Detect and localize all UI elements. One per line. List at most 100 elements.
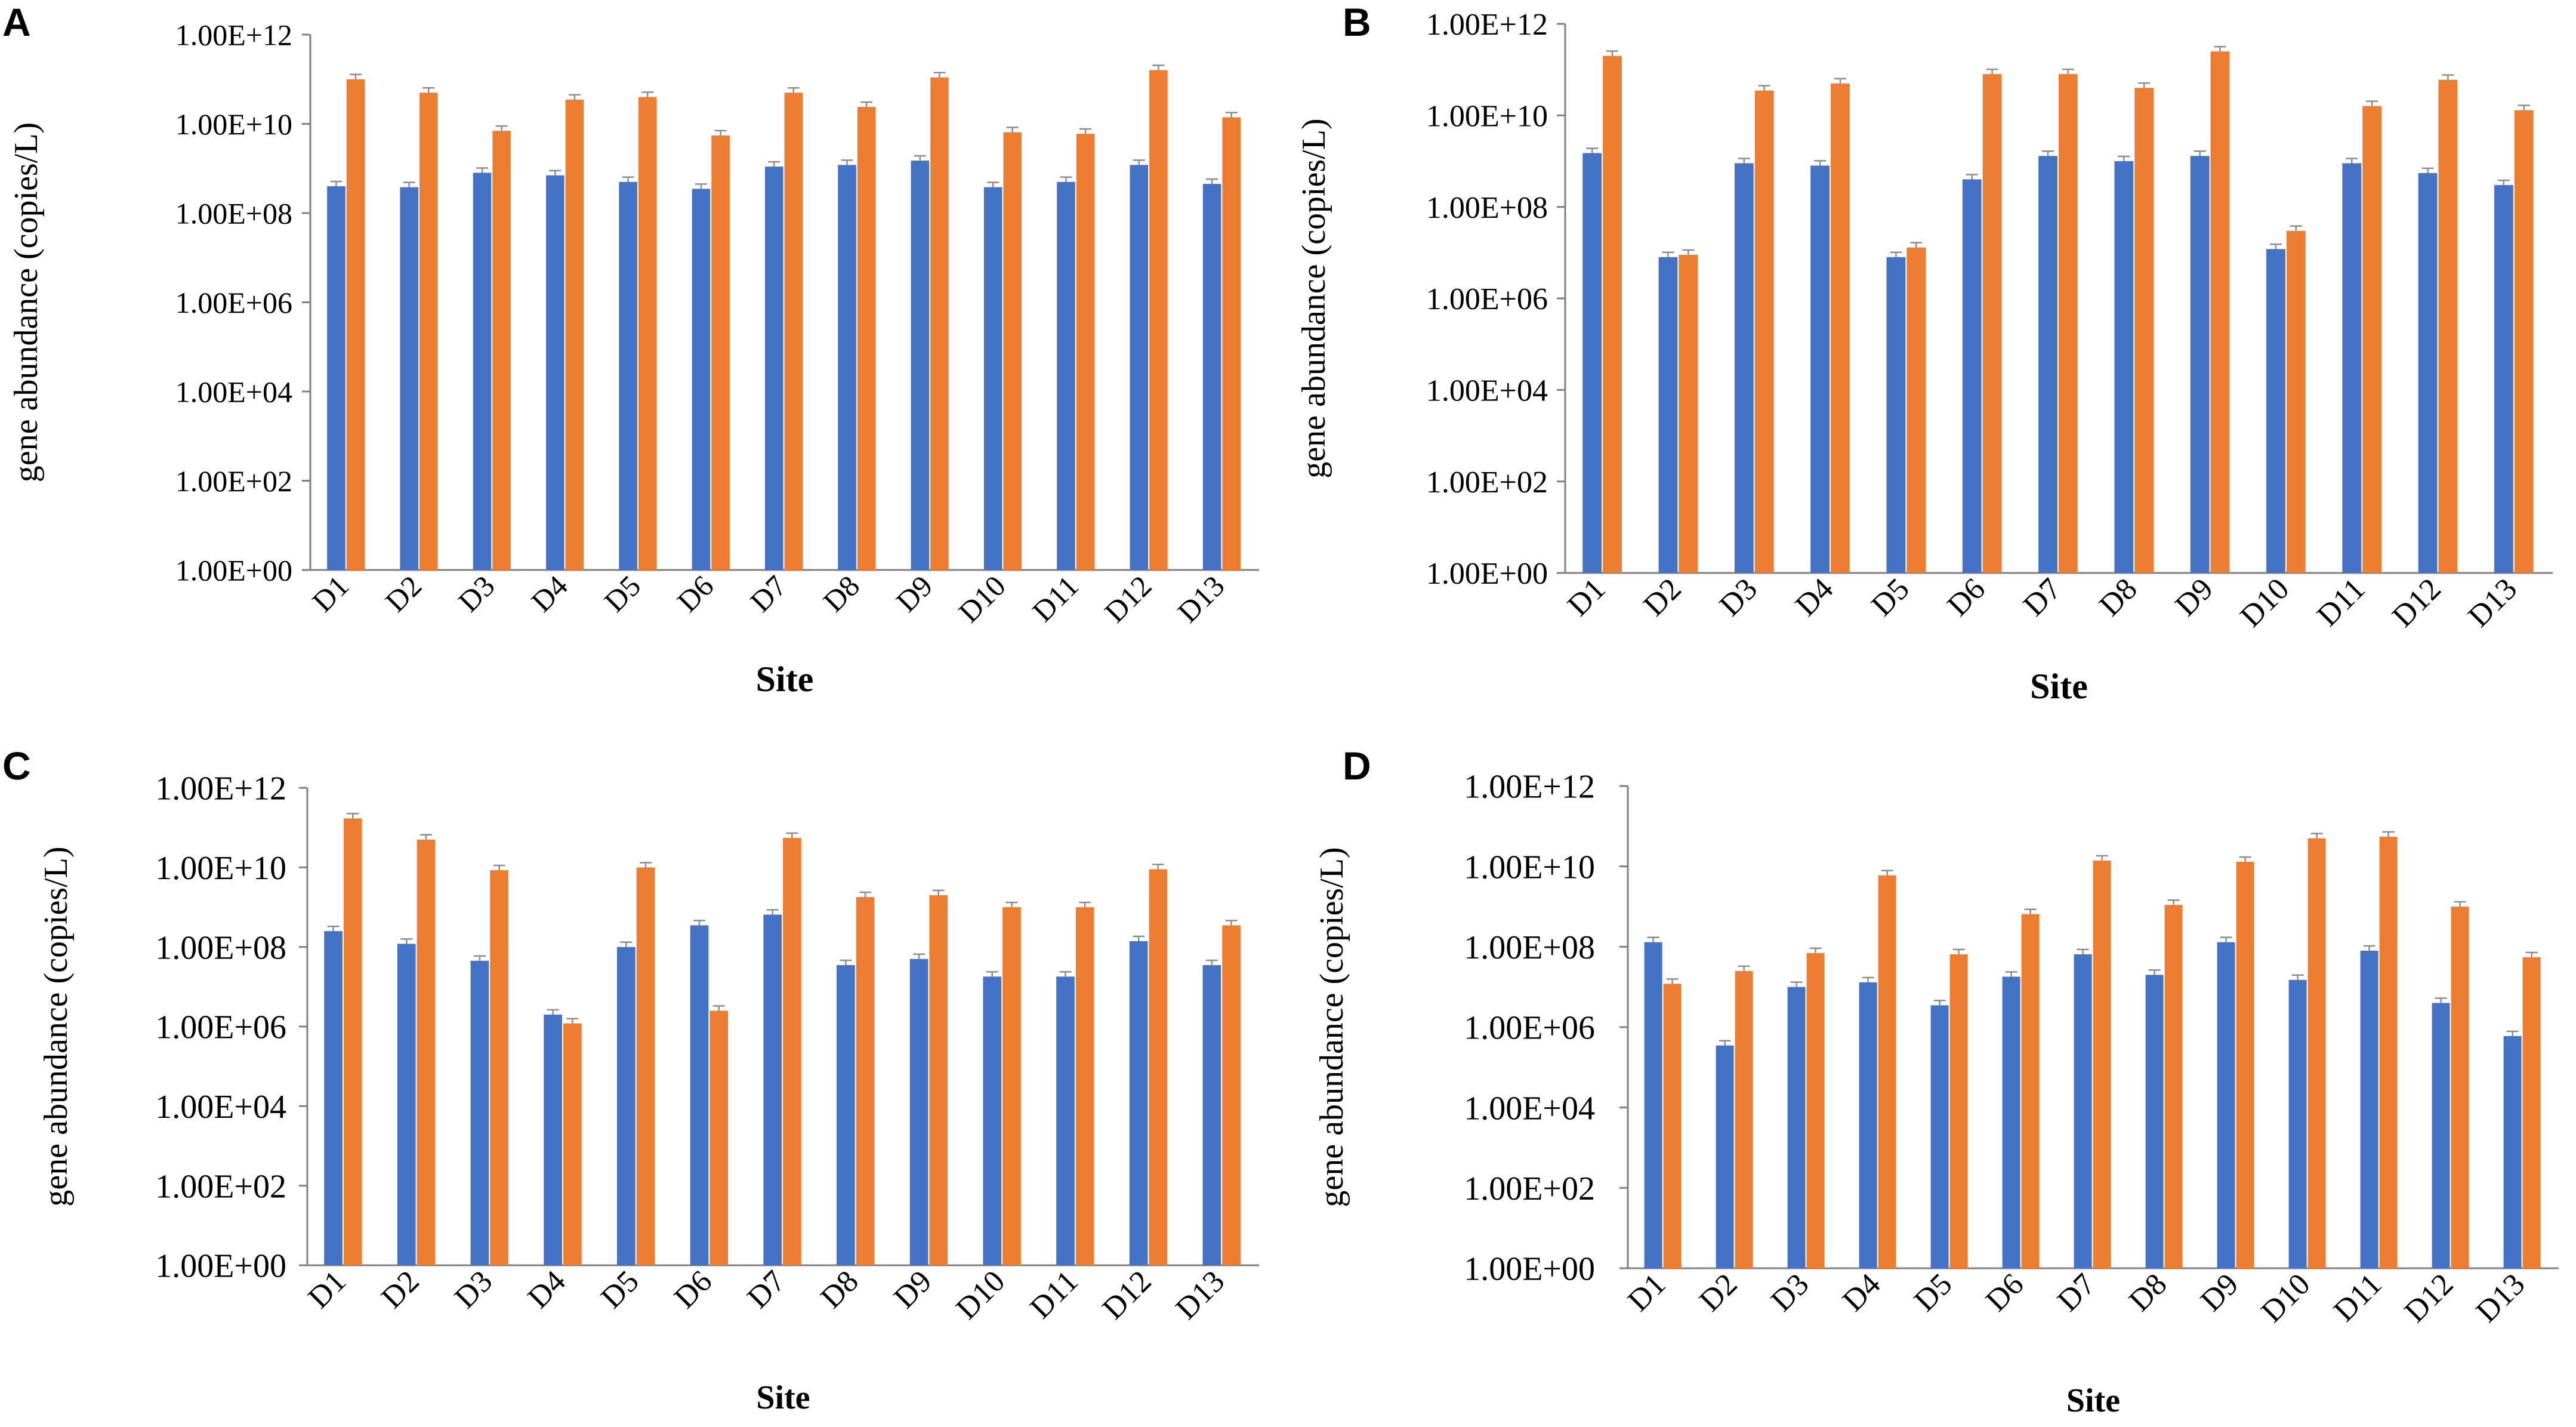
bar-series-1 [2038, 156, 2057, 573]
bar-series-2 [1222, 117, 1241, 571]
bar-series-1 [838, 165, 856, 571]
bar-series-2 [1878, 875, 1896, 1268]
bar-series-2 [2134, 88, 2154, 573]
bar-series-2 [1831, 83, 1850, 574]
bar-series-2 [856, 896, 875, 1265]
x-axis-title: Site [756, 1379, 810, 1416]
bar-series-1 [690, 925, 709, 1265]
bar-series-2 [929, 895, 948, 1265]
bar-series-1 [2503, 1035, 2522, 1268]
bar-series-2 [930, 77, 949, 571]
bar-series-1 [1202, 184, 1221, 570]
bar-series-2 [1222, 925, 1241, 1265]
x-tick-label: D1 [306, 569, 355, 618]
bar-series-2 [1679, 254, 1698, 573]
x-tick-label: D6 [668, 1264, 718, 1315]
bar-series-1 [619, 181, 637, 571]
bar-series-2 [2058, 74, 2078, 573]
y-tick-label: 1.00E+04 [1464, 1090, 1595, 1127]
x-tick-label: D4 [525, 569, 574, 618]
y-tick-label: 1.00E+02 [1464, 1170, 1595, 1207]
y-tick-label: 1.00E+08 [155, 929, 286, 966]
bar-series-2 [783, 837, 801, 1265]
bar-series-1 [1129, 941, 1148, 1265]
bar-series-1 [1658, 257, 1678, 574]
bar-series-1 [1644, 942, 1662, 1268]
y-tick-label: 1.00E+04 [155, 1089, 286, 1126]
x-tick-label: D1 [1621, 1267, 1672, 1318]
bar-series-1 [327, 186, 345, 571]
bar-series-1 [1057, 181, 1075, 571]
bar-series-2 [2286, 230, 2306, 573]
bar-series-2 [1663, 984, 1682, 1268]
x-tick-label: D10 [2255, 1267, 2317, 1329]
y-tick-label: 1.00E+04 [1426, 374, 1548, 408]
bar-series-1 [2217, 942, 2235, 1268]
y-axis-title: gene abundance (copies/L) [1295, 118, 1332, 478]
bar-series-1 [2432, 1003, 2450, 1268]
bar-series-2 [417, 839, 436, 1265]
y-tick-label: 1.00E+06 [1426, 282, 1548, 316]
x-tick-label: D12 [2398, 1267, 2460, 1329]
x-tick-label: D11 [1026, 569, 1085, 628]
x-tick-label: D13 [2470, 1267, 2532, 1329]
x-tick-label: D5 [597, 569, 647, 618]
x-tick-label: D7 [2051, 1267, 2102, 1318]
x-tick-label: D5 [594, 1264, 645, 1315]
y-tick-label: 1.00E+02 [175, 464, 292, 498]
y-tick-label: 1.00E+04 [175, 375, 292, 409]
bar-series-2 [1149, 869, 1168, 1265]
bar-series-1 [1962, 179, 1982, 573]
bar-series-2 [1003, 132, 1022, 570]
x-tick-label: D8 [815, 1264, 865, 1315]
x-tick-label: D5 [1908, 1267, 1958, 1318]
bar-series-2 [784, 93, 803, 570]
chart-d: 1.00E+00 1.00E+02 1.00E+04 1.00E+06 1.00E+08… [1313, 769, 2559, 1419]
bar-series-1 [1734, 163, 1754, 574]
bar-series-2 [346, 79, 365, 570]
bar-series-1 [546, 175, 564, 570]
bar-series-1 [2145, 975, 2164, 1268]
x-tick-label: D6 [671, 569, 720, 618]
x-tick-label: D8 [2093, 572, 2143, 622]
bar-series-1 [1810, 165, 1830, 573]
x-tick-label: D10 [952, 569, 1011, 628]
x-tick-label: D10 [950, 1264, 1012, 1326]
bar-series-1 [1787, 987, 1806, 1268]
bar-series-1 [470, 960, 489, 1265]
y-tick-label: 1.00E+06 [175, 286, 292, 319]
x-tick-label: D12 [1098, 569, 1158, 628]
bar-series-1 [2360, 950, 2378, 1268]
x-tick-label: D11 [2310, 572, 2371, 633]
bar-series-1 [544, 1014, 562, 1265]
bar-series-1 [2342, 163, 2362, 574]
bar-series-2 [563, 1023, 582, 1265]
y-axis-title: gene abundance (copies/L) [38, 846, 75, 1206]
bar-series-1 [2114, 161, 2134, 573]
bar-series-1 [616, 947, 635, 1265]
bar-series-2 [857, 107, 876, 570]
x-tick-label: D2 [375, 1264, 425, 1315]
x-tick-label: D10 [2234, 572, 2296, 634]
y-tick-label: 1.00E+12 [175, 19, 292, 52]
x-tick-label: D13 [2462, 572, 2524, 634]
bar-series-2 [2379, 836, 2398, 1268]
bar-series-1 [1056, 976, 1075, 1265]
y-tick-label: 1.00E+02 [1426, 466, 1548, 500]
y-tick-label: 1.00E+12 [155, 770, 286, 807]
bar-series-1 [1130, 165, 1149, 571]
panel-b-letter: B [1343, 0, 1371, 44]
x-tick-label: D8 [2122, 1267, 2173, 1318]
x-tick-label: D9 [890, 569, 939, 618]
bar-series-2 [419, 93, 438, 570]
x-tick-label: D13 [1171, 569, 1230, 628]
bar-series-2 [1603, 56, 1622, 573]
x-tick-label: D5 [1865, 572, 1915, 622]
x-tick-label: D6 [1979, 1267, 2030, 1318]
bar-series-2 [1949, 954, 1968, 1268]
panel-a: A 1.00E+00 1.00E+02 1.00E+04 1.00E+06 1.00E+… [0, 0, 1288, 713]
bar-series-2 [2164, 905, 2183, 1268]
bar-series-2 [1754, 90, 1774, 573]
y-tick-label: 1.00E+10 [175, 107, 292, 141]
bar-series-2 [2438, 79, 2458, 574]
